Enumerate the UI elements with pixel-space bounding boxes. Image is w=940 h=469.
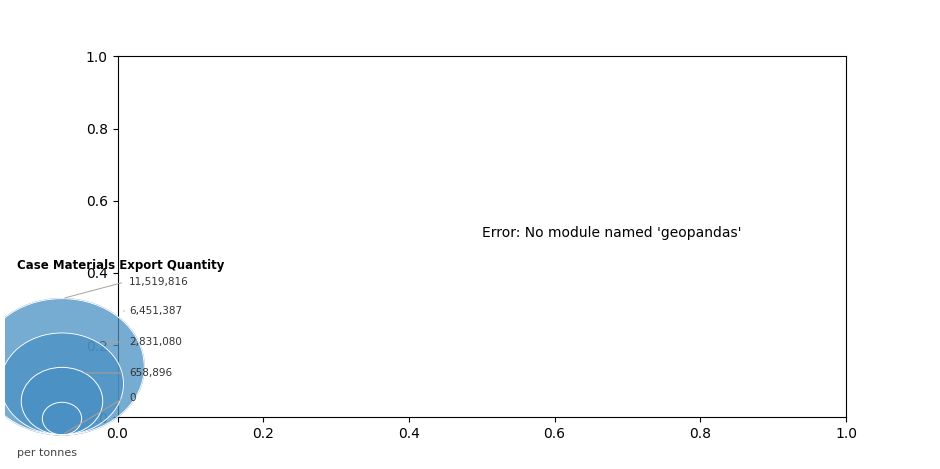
Text: per tonnes: per tonnes (17, 447, 77, 458)
Text: 2,831,080: 2,831,080 (130, 337, 182, 347)
Text: Case Materials Export Quantity: Case Materials Export Quantity (17, 259, 225, 272)
Circle shape (0, 299, 144, 435)
Circle shape (1, 333, 123, 435)
Text: 0: 0 (130, 393, 135, 403)
Circle shape (22, 367, 102, 435)
Circle shape (42, 402, 82, 435)
Text: Error: No module named 'geopandas': Error: No module named 'geopandas' (481, 226, 742, 240)
Text: 658,896: 658,896 (130, 368, 172, 378)
Text: 6,451,387: 6,451,387 (130, 306, 182, 316)
Text: 11,519,816: 11,519,816 (130, 277, 189, 287)
